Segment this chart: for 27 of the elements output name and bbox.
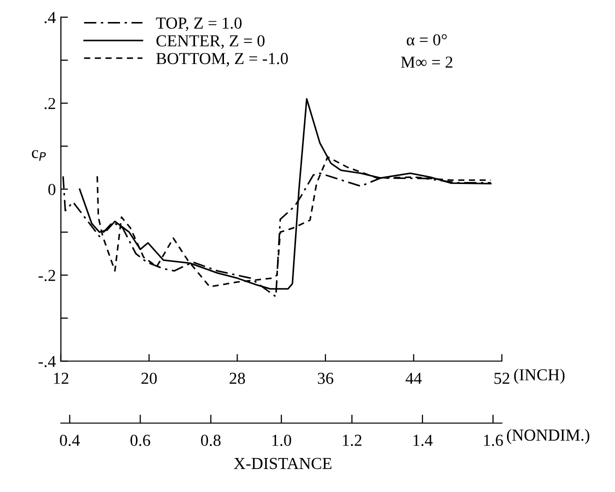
legend-label: BOTTOM, Z = -1.0 bbox=[156, 52, 288, 67]
x-axis-title: (INCH) bbox=[514, 368, 565, 384]
y-axis-title: c$_{P}$ bbox=[32, 150, 46, 161]
x-tick-label: 44 bbox=[406, 372, 422, 384]
x-tick-label: 28 bbox=[230, 372, 245, 384]
y-tick-label: .4 bbox=[44, 12, 56, 24]
x2-tick-label: 0.4 bbox=[60, 434, 80, 446]
y-tick-label: -.4 bbox=[38, 356, 56, 368]
x2-tick-label: 0.6 bbox=[130, 434, 150, 446]
y-tick-label: 0 bbox=[48, 184, 56, 196]
x-tick-label: 20 bbox=[141, 372, 157, 384]
y-tick-label: -.2 bbox=[38, 270, 56, 282]
x2-tick-label: 1.0 bbox=[272, 434, 292, 446]
x2-tick-label: 1.4 bbox=[414, 434, 433, 446]
x2-tick-label: 1.6 bbox=[484, 434, 503, 446]
x2-axis-title: (NONDIM.) bbox=[506, 429, 590, 444]
legend-label: TOP, Z = 1.0 bbox=[156, 17, 242, 32]
x2-tick-label: 1.2 bbox=[342, 434, 362, 446]
x2-tick-label: 0.8 bbox=[201, 434, 221, 446]
legend-label: CENTER, Z = 0 bbox=[156, 35, 265, 49]
annotation: M∞ = 2 bbox=[400, 56, 452, 68]
x-tick-label: 36 bbox=[318, 372, 334, 384]
text: X-DISTANCE bbox=[234, 458, 332, 470]
annotation: α = 0° bbox=[406, 34, 447, 46]
x-tick-label: 12 bbox=[54, 372, 68, 384]
x-tick-label: 52 bbox=[494, 372, 510, 384]
y-tick-label: .2 bbox=[44, 98, 56, 110]
